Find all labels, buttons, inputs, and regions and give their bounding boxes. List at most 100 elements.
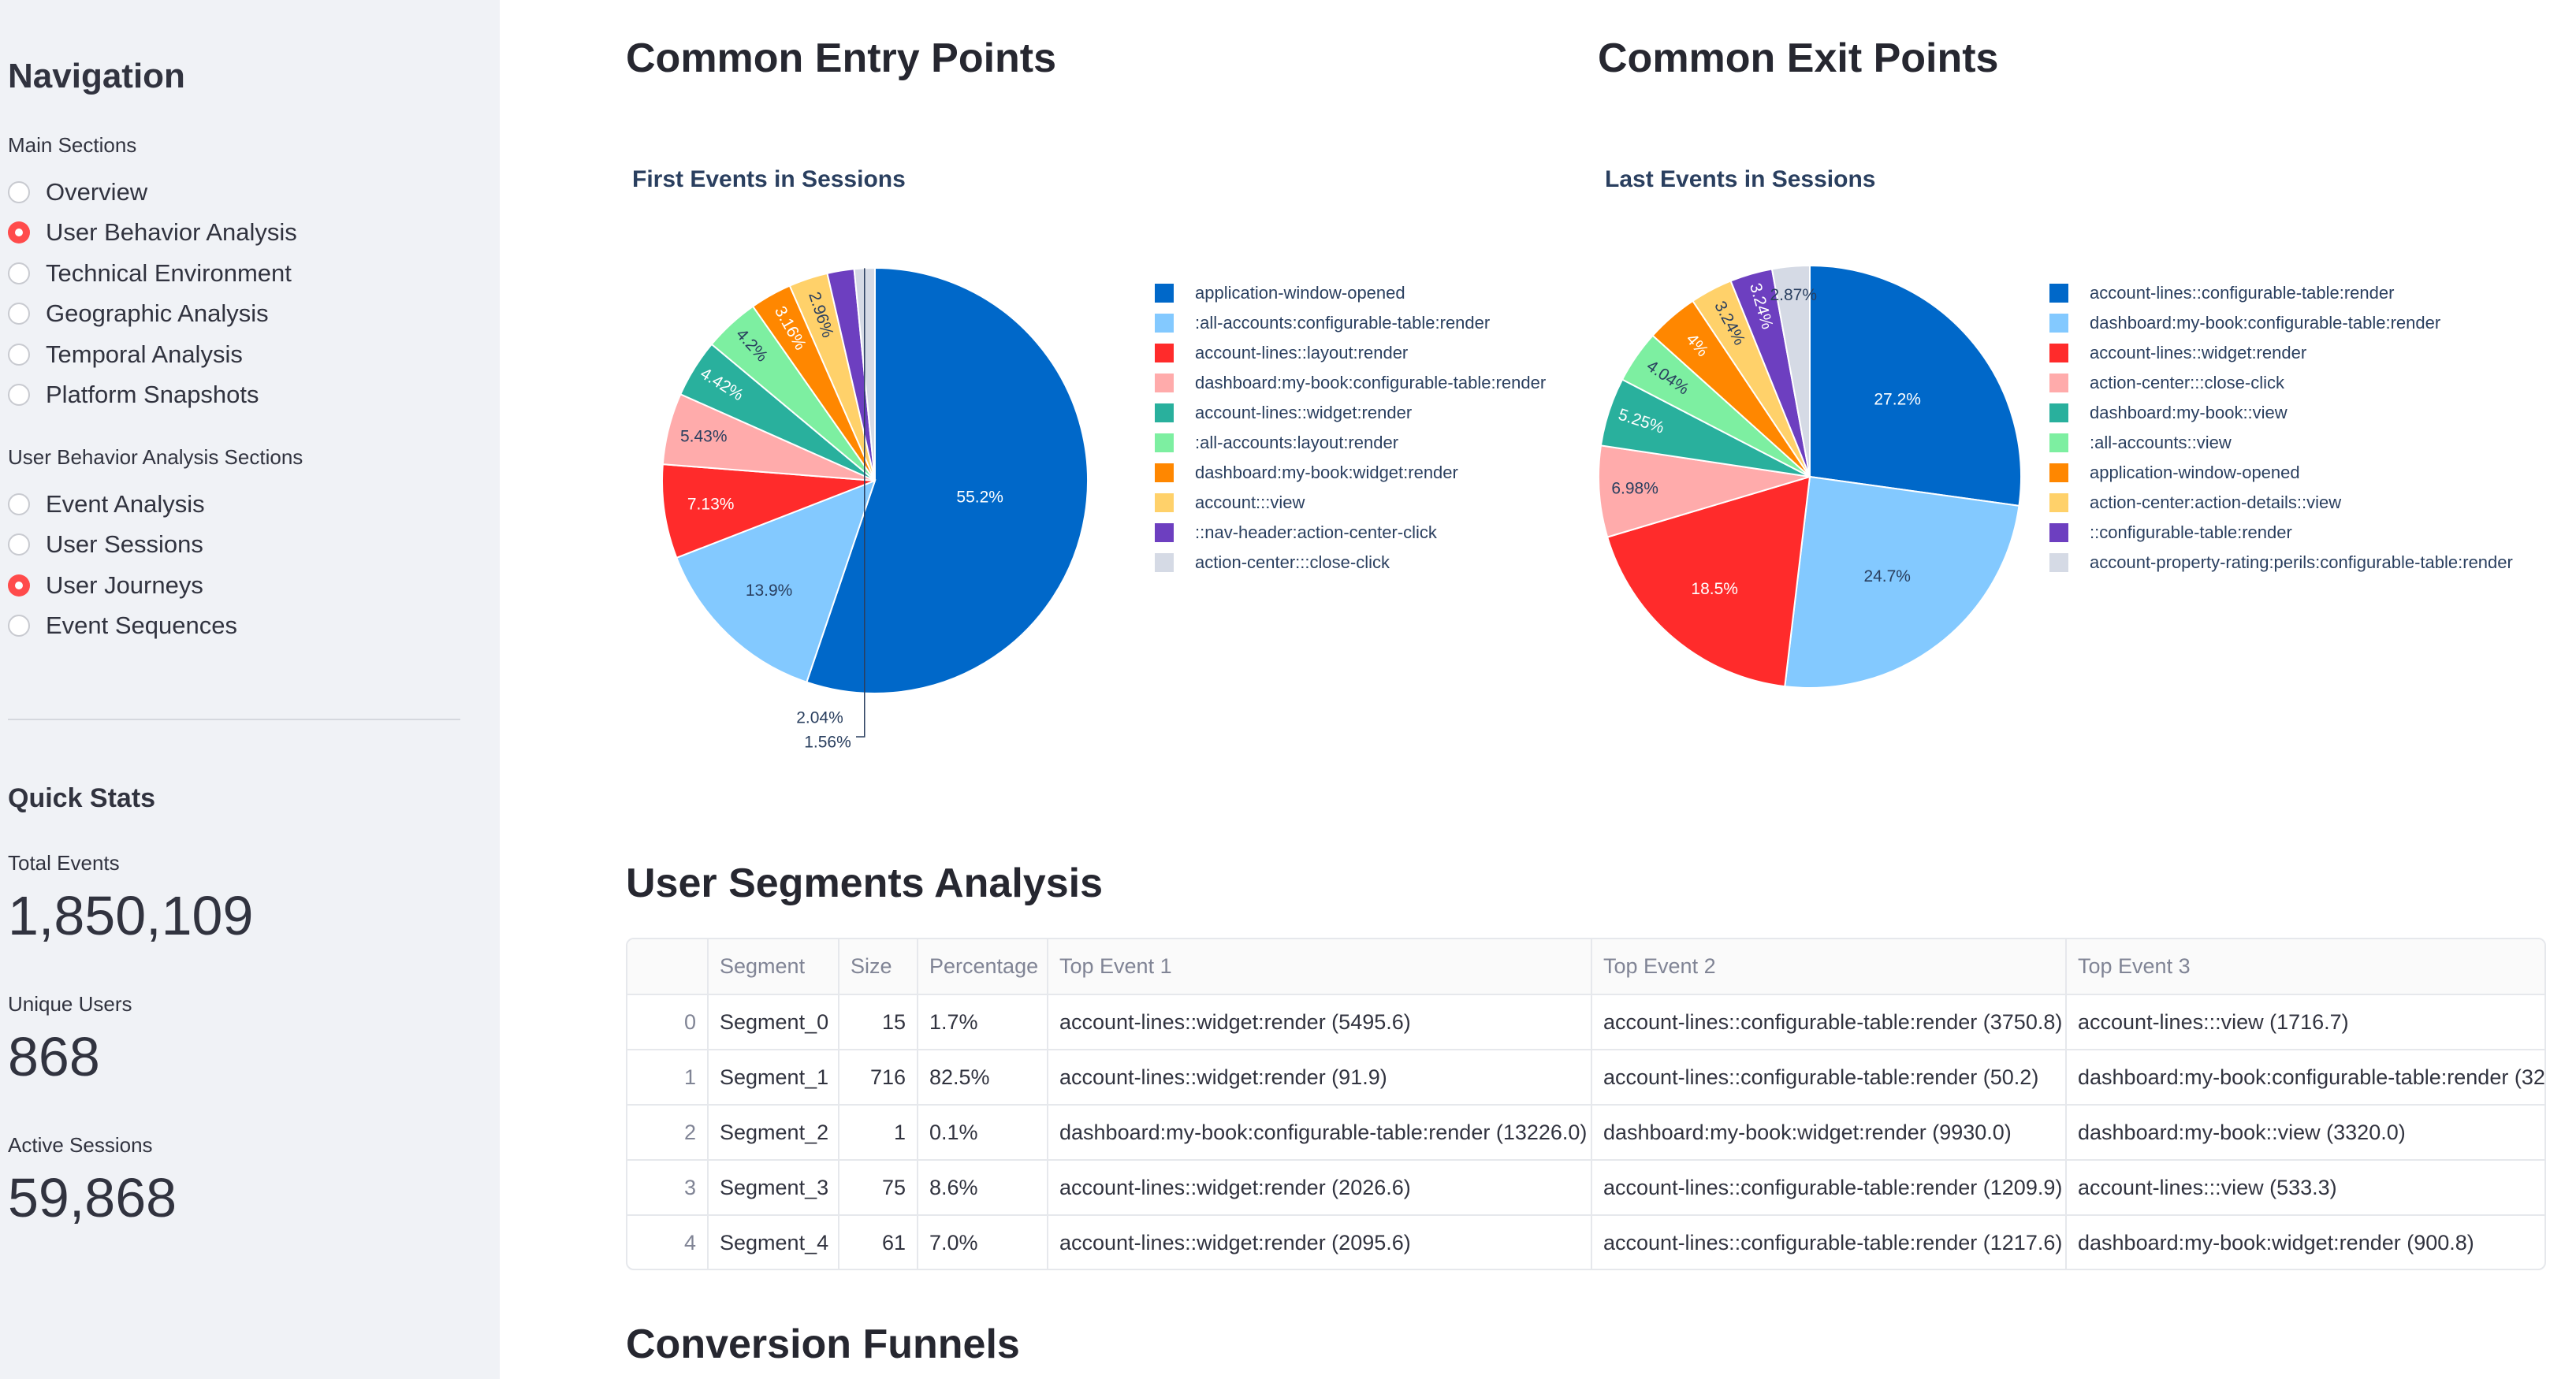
table-cell[interactable]: account-lines::widget:render (5495.6) <box>1048 994 1592 1050</box>
table-row[interactable]: 2 Segment_2 1 0.1% dashboard:my-book:configu… <box>627 1105 2544 1161</box>
main-section-technical-environment[interactable]: Technical Environment <box>8 255 292 292</box>
table-cell[interactable]: Segment_3 <box>708 1160 839 1216</box>
last-events-legend-item[interactable]: account-lines::configurable-table:render <box>2049 278 2394 308</box>
table-cell[interactable]: 61 <box>839 1215 918 1269</box>
first-events-slice-0[interactable] <box>806 266 1089 694</box>
first-events-legend-item[interactable]: ::nav-header:action-center-click <box>1155 518 1437 548</box>
last-events-legend-item[interactable]: dashboard:my-book:configurable-table:ren… <box>2049 308 2440 338</box>
table-cell[interactable]: account-lines::configurable-table:render… <box>1591 1160 2067 1216</box>
column-header[interactable] <box>627 939 709 995</box>
last-events-slice-2[interactable] <box>1606 475 1811 688</box>
radio-unselected-icon[interactable] <box>8 493 30 515</box>
first-events-slice-2[interactable] <box>661 463 876 559</box>
table-cell[interactable]: 75 <box>839 1160 918 1216</box>
sub-section-event-analysis[interactable]: Event Analysis <box>8 485 205 523</box>
column-header[interactable]: Top Event 2 <box>1591 939 2067 995</box>
table-cell[interactable]: Segment_2 <box>708 1105 839 1161</box>
column-header[interactable]: Top Event 1 <box>1048 939 1592 995</box>
row-index-cell[interactable]: 0 <box>627 994 709 1050</box>
table-cell[interactable]: Segment_4 <box>708 1215 839 1269</box>
first-events-legend-item[interactable]: account:::view <box>1155 488 1305 518</box>
last-events-legend-item[interactable]: account-property-rating:perils:configura… <box>2049 548 2513 578</box>
last-events-legend-item[interactable]: action-center:action-details::view <box>2049 488 2341 518</box>
last-events-legend-item[interactable]: application-window-opened <box>2049 458 2300 488</box>
last-events-slice-label-2: 18.5% <box>1691 580 1738 598</box>
table-cell[interactable]: account-lines::widget:render (2026.6) <box>1048 1160 1592 1216</box>
table-cell[interactable]: dashboard:my-book:configurable-table:ren… <box>1048 1105 1592 1161</box>
column-header[interactable]: Top Event 3 <box>2066 939 2544 995</box>
radio-unselected-icon[interactable] <box>8 533 30 556</box>
last-events-legend-item[interactable]: ::configurable-table:render <box>2049 518 2292 548</box>
table-cell[interactable]: dashboard:my-book:widget:render (9930.0) <box>1591 1105 2067 1161</box>
last-events-legend-item[interactable]: action-center:::close-click <box>2049 368 2284 398</box>
first-events-legend-item[interactable]: action-center:::close-click <box>1155 548 1390 578</box>
table-cell[interactable]: account-lines::widget:render (91.9) <box>1048 1050 1592 1106</box>
column-header[interactable]: Segment <box>708 939 839 995</box>
column-header[interactable]: Size <box>839 939 918 995</box>
last-events-legend-item[interactable]: :all-accounts::view <box>2049 428 2232 458</box>
radio-unselected-icon[interactable] <box>8 384 30 406</box>
table-row[interactable]: 0 Segment_0 15 1.7% account-lines::widget:re… <box>627 994 2544 1050</box>
first-events-legend-item[interactable]: dashboard:my-book:configurable-table:ren… <box>1155 368 1546 398</box>
main-section-overview[interactable]: Overview <box>8 173 147 211</box>
legend-swatch <box>2049 523 2068 542</box>
first-events-legend-item[interactable]: :all-accounts:layout:render <box>1155 428 1398 458</box>
table-cell[interactable]: dashboard:my-book:configurable-table:ren… <box>2066 1050 2544 1106</box>
first-events-legend-item[interactable]: application-window-opened <box>1155 278 1405 308</box>
user-segments-title: User Segments Analysis <box>626 860 1104 906</box>
table-row[interactable]: 1 Segment_1 716 82.5% account-lines::widget:… <box>627 1050 2544 1106</box>
table-cell[interactable]: dashboard:my-book:widget:render (900.8) <box>2066 1215 2544 1269</box>
row-index-cell[interactable]: 3 <box>627 1160 709 1216</box>
table-cell[interactable]: dashboard:my-book::view (3320.0) <box>2066 1105 2544 1161</box>
table-row[interactable]: 3 Segment_3 75 8.6% account-lines::widget:re… <box>627 1160 2544 1216</box>
last-events-slice-0[interactable] <box>1809 264 2022 507</box>
table-cell[interactable]: account-lines::configurable-table:render… <box>1591 994 2067 1050</box>
user-segments-table[interactable]: Segment Size Percentage Top Event 1 Top Even… <box>626 938 2546 1270</box>
row-index-cell[interactable]: 2 <box>627 1105 709 1161</box>
table-cell[interactable]: 0.1% <box>918 1105 1048 1161</box>
table-cell[interactable]: Segment_0 <box>708 994 839 1050</box>
table-cell[interactable]: account-lines:::view (1716.7) <box>2066 994 2544 1050</box>
column-header[interactable]: Percentage <box>918 939 1048 995</box>
row-index-cell[interactable]: 1 <box>627 1050 709 1106</box>
legend-label: :all-accounts:layout:render <box>1195 433 1399 452</box>
table-cell[interactable]: 1.7% <box>918 994 1048 1050</box>
last-events-slice-9[interactable] <box>1770 264 1811 478</box>
table-cell[interactable]: 716 <box>839 1050 918 1106</box>
table-cell[interactable]: account-lines:::view (533.3) <box>2066 1160 2544 1216</box>
first-events-legend-item[interactable]: account-lines::layout:render <box>1155 338 1408 368</box>
first-events-legend-item[interactable]: account-lines::widget:render <box>1155 398 1412 428</box>
sub-section-event-sequences[interactable]: Event Sequences <box>8 607 237 645</box>
table-cell[interactable]: account-lines::widget:render (2095.6) <box>1048 1215 1592 1269</box>
last-events-slice-1[interactable] <box>1784 475 2020 689</box>
row-index-cell[interactable]: 4 <box>627 1215 709 1269</box>
radio-selected-icon[interactable] <box>8 574 30 597</box>
table-cell[interactable]: 82.5% <box>918 1050 1048 1106</box>
table-row[interactable]: 4 Segment_4 61 7.0% account-lines::widget:re… <box>627 1215 2544 1269</box>
last-events-legend-item[interactable]: dashboard:my-book::view <box>2049 398 2288 428</box>
radio-unselected-icon[interactable] <box>8 615 30 637</box>
radio-unselected-icon[interactable] <box>8 262 30 284</box>
last-events-slice-3[interactable] <box>1598 444 1811 538</box>
radio-selected-icon[interactable] <box>8 221 30 244</box>
radio-unselected-icon[interactable] <box>8 181 30 203</box>
radio-unselected-icon[interactable] <box>8 343 30 366</box>
first-events-legend-item[interactable]: dashboard:my-book:widget:render <box>1155 458 1458 488</box>
main-section-temporal-analysis[interactable]: Temporal Analysis <box>8 336 243 374</box>
first-events-legend-item[interactable]: :all-accounts:configurable-table:render <box>1155 308 1490 338</box>
sub-section-user-journeys[interactable]: User Journeys <box>8 567 203 604</box>
first-events-slice-1[interactable] <box>676 479 877 683</box>
main-section-user-behavior-analysis[interactable]: User Behavior Analysis <box>8 214 297 251</box>
table-cell[interactable]: 8.6% <box>918 1160 1048 1216</box>
radio-unselected-icon[interactable] <box>8 303 30 325</box>
table-cell[interactable]: account-lines::configurable-table:render… <box>1591 1050 2067 1106</box>
table-cell[interactable]: 15 <box>839 994 918 1050</box>
table-cell[interactable]: account-lines::configurable-table:render… <box>1591 1215 2067 1269</box>
table-cell[interactable]: Segment_1 <box>708 1050 839 1106</box>
main-section-platform-snapshots[interactable]: Platform Snapshots <box>8 376 259 414</box>
sub-section-user-sessions[interactable]: User Sessions <box>8 526 203 563</box>
last-events-legend-item[interactable]: account-lines::widget:render <box>2049 338 2306 368</box>
main-section-geographic-analysis[interactable]: Geographic Analysis <box>8 295 269 333</box>
table-cell[interactable]: 7.0% <box>918 1215 1048 1269</box>
table-cell[interactable]: 1 <box>839 1105 918 1161</box>
